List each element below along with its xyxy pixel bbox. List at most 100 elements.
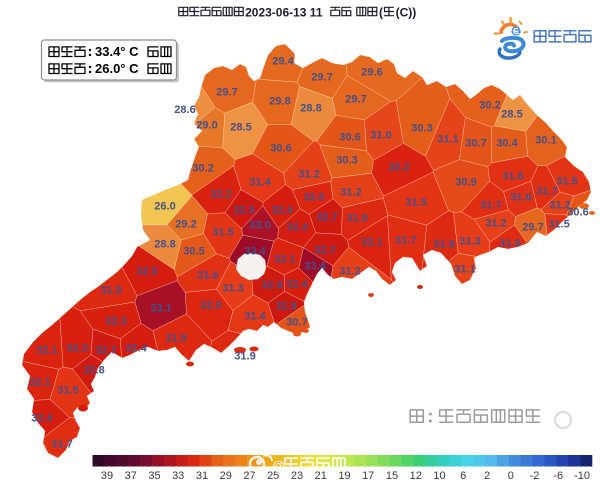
svg-text:23: 23 [291,470,303,482]
svg-text:32.0: 32.0 [303,192,324,204]
svg-text:@: @ [272,458,285,473]
svg-text:32.1: 32.1 [29,377,50,389]
svg-text:0: 0 [508,470,514,482]
svg-text:30.2: 30.2 [479,100,500,112]
svg-text:31.5: 31.5 [556,176,577,188]
svg-text:31.3: 31.3 [459,236,480,248]
svg-text:30.6: 30.6 [339,132,360,144]
svg-text:33.1: 33.1 [150,303,171,315]
svg-text:31.3: 31.3 [222,283,243,295]
svg-text:31.6: 31.6 [510,192,531,204]
svg-text:10: 10 [433,470,445,482]
svg-text:28.8: 28.8 [300,103,321,115]
svg-text:31.8: 31.8 [499,238,520,250]
svg-text:17: 17 [362,470,374,482]
svg-text:31.7: 31.7 [51,439,72,451]
svg-text:-10: -10 [574,470,590,482]
svg-text:31.6: 31.6 [502,171,523,183]
svg-text:33.4: 33.4 [244,246,266,258]
svg-text:31.9: 31.9 [100,285,121,297]
svg-text:-6: -6 [553,470,563,482]
svg-text:31.9: 31.9 [165,333,186,345]
svg-text:32.0: 32.0 [200,300,221,312]
svg-text:29.4: 29.4 [272,56,294,68]
svg-text:32.8: 32.8 [261,280,282,292]
svg-text:31.4: 31.4 [244,311,266,323]
svg-text:31.2: 31.2 [298,169,319,181]
svg-text:6: 6 [460,470,466,482]
svg-text:28.5: 28.5 [501,109,522,121]
svg-text:31.1: 31.1 [437,134,458,146]
svg-text:30.5: 30.5 [183,246,204,258]
svg-text:32.9: 32.9 [233,205,254,217]
svg-text:35: 35 [148,470,160,482]
svg-text:30.6: 30.6 [270,143,291,155]
svg-text:(: ( [379,6,383,20]
svg-text:29.2: 29.2 [175,219,196,231]
svg-text:31.5: 31.5 [405,197,426,209]
svg-text:33.4: 33.4 [304,261,326,273]
svg-text:31.7: 31.7 [536,186,557,198]
svg-text:28.5: 28.5 [230,122,251,134]
svg-text:30.9: 30.9 [455,177,476,189]
svg-text:29: 29 [220,470,232,482]
svg-text:32.7: 32.7 [95,345,116,357]
svg-text:32.8: 32.8 [83,365,104,377]
svg-text:2023-06-13 11: 2023-06-13 11 [245,6,323,20]
svg-text:33.4° C: 33.4° C [95,44,139,59]
svg-text:26.0: 26.0 [154,201,175,213]
svg-text:12: 12 [410,470,422,482]
svg-text:39: 39 [101,470,113,482]
svg-text:32.7: 32.7 [314,245,335,257]
svg-text:30.7: 30.7 [286,317,307,329]
svg-text:32.1: 32.1 [274,254,295,266]
svg-text:31.2: 31.2 [340,187,361,199]
svg-text:37: 37 [125,470,137,482]
svg-text:26.0° C: 26.0° C [95,61,139,76]
svg-text:28.8: 28.8 [154,239,175,251]
svg-text:31.5: 31.5 [212,227,233,239]
svg-text:31.2: 31.2 [549,200,570,212]
svg-text:32.1: 32.1 [361,237,382,249]
svg-text:29.7: 29.7 [216,87,237,99]
svg-text:30.1: 30.1 [535,135,556,147]
svg-text:31.0: 31.0 [370,130,391,142]
svg-text:30.2: 30.2 [192,163,213,175]
svg-text:31.7: 31.7 [395,235,416,247]
svg-text:29.7: 29.7 [311,72,332,84]
svg-text:30.7: 30.7 [465,138,486,150]
svg-text:31.2: 31.2 [485,218,506,230]
svg-text:32.5: 32.5 [136,266,157,278]
svg-text:32.3: 32.3 [66,343,87,355]
svg-text:30.4: 30.4 [496,138,518,150]
svg-text:28.6: 28.6 [174,104,195,116]
svg-text:25: 25 [267,470,279,482]
svg-text:31.9: 31.9 [234,351,255,363]
svg-text:19: 19 [338,470,350,482]
svg-text:31.7: 31.7 [480,200,501,212]
svg-text:31.1: 31.1 [454,264,475,276]
svg-text:32.3: 32.3 [105,316,126,328]
svg-text:30.6: 30.6 [567,207,588,219]
svg-text:31.5: 31.5 [548,219,569,231]
svg-text:32.9: 32.9 [275,301,296,313]
svg-text:31.9: 31.9 [433,239,454,251]
svg-text:2: 2 [484,470,490,482]
svg-text:32.1: 32.1 [36,345,57,357]
svg-text:31.5: 31.5 [57,385,78,397]
svg-text:29.0: 29.0 [196,120,217,132]
svg-text:(C)): (C)) [396,6,417,20]
svg-text:30.3: 30.3 [411,123,432,135]
svg-text:31: 31 [196,470,208,482]
svg-text:29.6: 29.6 [361,67,382,79]
svg-text:29.7: 29.7 [345,94,366,106]
svg-text:32.2: 32.2 [210,189,231,201]
svg-text:32.4: 32.4 [31,413,53,425]
svg-text:31.2: 31.2 [339,266,360,278]
svg-text:29.8: 29.8 [269,96,290,108]
svg-text:32.4: 32.4 [125,343,147,355]
svg-text:32.4: 32.4 [286,279,308,291]
svg-text:33.0: 33.0 [249,220,270,232]
svg-text:33: 33 [172,470,184,482]
svg-text:15: 15 [386,470,398,482]
